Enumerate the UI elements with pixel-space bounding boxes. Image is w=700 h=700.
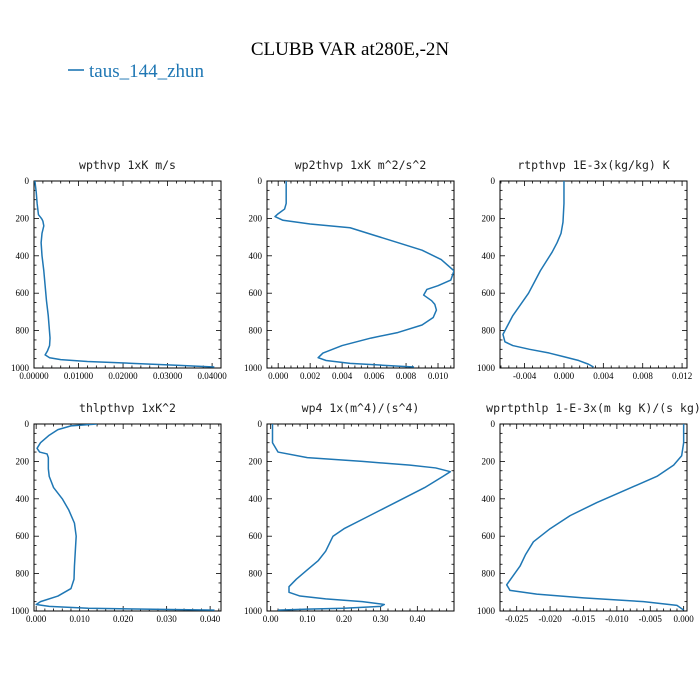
x-tick-label: -0.005 xyxy=(639,614,663,624)
series-line xyxy=(502,181,594,368)
series-line xyxy=(35,424,215,611)
y-tick-label: 600 xyxy=(482,288,496,298)
series-line xyxy=(271,424,452,611)
y-tick-label: 1000 xyxy=(11,363,30,373)
x-tick-label: 0.008 xyxy=(396,371,417,381)
y-tick-label: 200 xyxy=(249,213,263,223)
x-tick-label: -0.025 xyxy=(505,614,529,624)
x-tick-label: -0.020 xyxy=(538,614,562,624)
x-tick-label: 0.010 xyxy=(70,614,91,624)
y-tick-label: 0 xyxy=(25,176,30,186)
plot-frame xyxy=(499,423,688,612)
subplot-title: wprtpthlp 1-E-3x(m kg K)/(s kg) xyxy=(486,401,700,415)
x-tick-label: 0.002 xyxy=(300,371,320,381)
plot-frame xyxy=(266,423,455,612)
x-tick-label: 0.000 xyxy=(26,614,47,624)
y-tick-label: 200 xyxy=(482,213,496,223)
x-tick-label: 0.00000 xyxy=(19,371,49,381)
y-tick-label: 200 xyxy=(16,456,30,466)
x-tick-label: 0.40 xyxy=(409,614,425,624)
x-tick-label: 0.20 xyxy=(336,614,352,624)
x-tick-label: 0.004 xyxy=(332,371,353,381)
y-tick-label: 400 xyxy=(16,494,30,504)
y-tick-label: 800 xyxy=(249,326,263,336)
x-tick-label: -0.010 xyxy=(605,614,629,624)
y-tick-label: 400 xyxy=(249,494,263,504)
subplot-title: thlpthvp 1xK^2 xyxy=(79,401,176,415)
x-tick-label: 0.01000 xyxy=(64,371,94,381)
y-tick-label: 0 xyxy=(491,176,496,186)
y-tick-label: 400 xyxy=(482,494,496,504)
plot-frame xyxy=(499,180,688,369)
x-tick-label: 0.000 xyxy=(554,371,575,381)
plot-frame xyxy=(33,423,222,612)
x-tick-label: 0.00 xyxy=(263,614,279,624)
series-line xyxy=(34,181,215,368)
y-tick-label: 1000 xyxy=(11,606,30,616)
subplot-title: wpthvp 1xK m/s xyxy=(79,158,176,172)
x-tick-label: -0.004 xyxy=(513,371,537,381)
x-tick-label: 0.008 xyxy=(633,371,654,381)
figure-title: CLUBB VAR at280E,-2N xyxy=(251,39,450,60)
y-tick-label: 200 xyxy=(16,213,30,223)
subplot-5: wp4 1x(m^4)/(s^4) 0.00 0.10 0.20 0.30 0.40 0 20… xyxy=(244,401,455,624)
x-tick-label: -0.015 xyxy=(572,614,596,624)
y-tick-label: 1000 xyxy=(477,606,496,616)
subplot-3: rtpthvp 1E-3x(kg/kg) K -0.004 0.000 0.004 0.… xyxy=(477,158,692,381)
y-tick-label: 0 xyxy=(258,176,263,186)
y-tick-label: 200 xyxy=(249,456,263,466)
y-tick-label: 1000 xyxy=(244,606,263,616)
y-tick-label: 0 xyxy=(258,419,263,429)
y-tick-label: 400 xyxy=(249,251,263,261)
x-tick-label: 0.000 xyxy=(674,614,695,624)
y-tick-label: 800 xyxy=(16,326,30,336)
x-tick-label: 0.012 xyxy=(672,371,692,381)
plot-frame xyxy=(266,180,455,369)
y-tick-label: 800 xyxy=(16,569,30,579)
x-tick-label: 0.040 xyxy=(200,614,221,624)
y-tick-label: 600 xyxy=(249,531,263,541)
x-tick-label: 0.30 xyxy=(373,614,389,624)
x-tick-label: 0.02000 xyxy=(108,371,138,381)
legend-label: taus_144_zhun xyxy=(89,61,205,82)
subplot-title: wp2thvp 1xK m^2/s^2 xyxy=(295,158,427,172)
x-tick-label: 0.004 xyxy=(593,371,614,381)
subplot-2: wp2thvp 1xK m^2/s^2 0.000 0.002 0.004 0.006 0… xyxy=(244,158,455,381)
x-tick-label: 0.03000 xyxy=(153,371,183,381)
series-line xyxy=(274,181,454,368)
y-tick-label: 600 xyxy=(16,531,30,541)
subplot-title: rtpthvp 1E-3x(kg/kg) K xyxy=(517,158,669,172)
subplot-title: wp4 1x(m^4)/(s^4) xyxy=(302,401,420,415)
y-tick-label: 600 xyxy=(249,288,263,298)
y-tick-label: 800 xyxy=(482,569,496,579)
series-line xyxy=(505,424,685,611)
x-tick-label: 0.030 xyxy=(157,614,178,624)
y-tick-label: 0 xyxy=(25,419,30,429)
y-tick-label: 0 xyxy=(491,419,496,429)
y-tick-label: 600 xyxy=(16,288,30,298)
y-tick-label: 600 xyxy=(482,531,496,541)
subplot-4: thlpthvp 1xK^2 0.000 0.010 0.020 0.030 0.040 0… xyxy=(11,401,222,624)
y-tick-label: 1000 xyxy=(477,363,496,373)
y-tick-label: 400 xyxy=(16,251,30,261)
y-tick-label: 1000 xyxy=(244,363,263,373)
y-tick-label: 200 xyxy=(482,456,496,466)
x-tick-label: 0.10 xyxy=(299,614,315,624)
legend: taus_144_zhun xyxy=(68,61,205,82)
y-tick-label: 800 xyxy=(249,569,263,579)
x-tick-label: 0.010 xyxy=(428,371,449,381)
y-tick-label: 400 xyxy=(482,251,496,261)
x-tick-label: 0.006 xyxy=(364,371,385,381)
subplot-1: wpthvp 1xK m/s 0.00000 0.01000 0.02000 0.030… xyxy=(11,158,227,381)
subplot-6: wprtpthlp 1-E-3x(m kg K)/(s kg) -0.025 -0.… xyxy=(477,401,700,624)
y-tick-label: 800 xyxy=(482,326,496,336)
x-tick-label: 0.020 xyxy=(113,614,134,624)
x-tick-label: 0.04000 xyxy=(197,371,227,381)
subplot-grid: wpthvp 1xK m/s0.00000 0.01000 0.02000 0.030… xyxy=(11,158,700,624)
plot-frame xyxy=(33,180,222,369)
x-tick-label: 0.000 xyxy=(268,371,289,381)
